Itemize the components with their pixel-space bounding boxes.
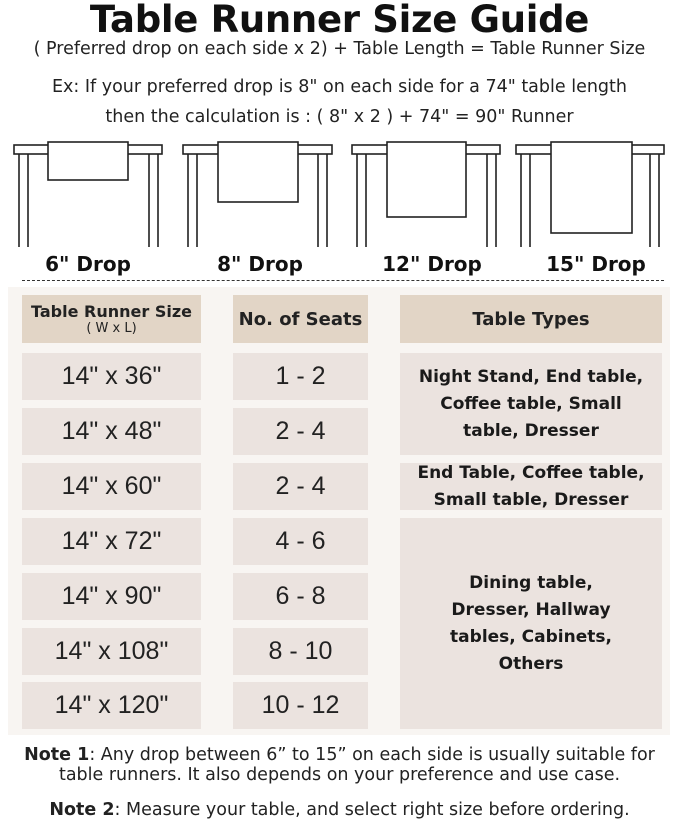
drop-label-8: 8" Drop <box>217 252 303 276</box>
note-2-label: Note 2 <box>49 800 115 820</box>
seats-cell: 2 - 4 <box>233 408 368 455</box>
seats-cell: 10 - 12 <box>233 682 368 729</box>
note-1-label: Note 1 <box>24 745 90 765</box>
seats-cell: 8 - 10 <box>233 628 368 675</box>
seats-cell: 6 - 8 <box>233 573 368 620</box>
table-illustration-8-drop <box>182 141 333 247</box>
drop-illustrations <box>13 141 665 247</box>
example-line-1: Ex: If your preferred drop is 8" on each… <box>51 77 627 97</box>
note-2: Note 2: Measure your table, and select r… <box>0 800 679 820</box>
table-types-group-2: End Table, Coffee table, Small table, Dr… <box>400 463 662 510</box>
header-size: Table Runner Size ( W x L) <box>22 295 201 343</box>
size-cell: 14" x 90" <box>22 573 201 620</box>
note-2-text: : Measure your table, and select right s… <box>114 800 630 820</box>
table-illustration-6-drop <box>13 141 163 247</box>
seats-cell: 1 - 2 <box>233 353 368 400</box>
size-cell: 14" x 108" <box>22 628 201 675</box>
seats-cell: 2 - 4 <box>233 463 368 510</box>
size-cell: 14" x 72" <box>22 518 201 565</box>
drop-label-6: 6" Drop <box>45 252 131 276</box>
header-size-sublabel: ( W x L) <box>86 321 137 336</box>
table-types-group-3: Dining table, Dresser, Hallway tables, C… <box>400 518 662 729</box>
size-cell: 14" x 48" <box>22 408 201 455</box>
header-size-label: Table Runner Size <box>31 302 192 321</box>
size-cell: 14" x 36" <box>22 353 201 400</box>
note-1-text: : Any drop between 6” to 15” on each sid… <box>58 745 655 785</box>
formula-text: ( Preferred drop on each side x 2) + Tab… <box>33 39 646 59</box>
table-types-group-1: Night Stand, End table, Coffee table, Sm… <box>400 353 662 455</box>
size-cell: 14" x 120" <box>22 682 201 729</box>
table-illustration-12-drop <box>351 141 501 247</box>
page-title: Table Runner Size Guide <box>89 0 590 41</box>
table-illustration-15-drop <box>515 141 665 247</box>
divider <box>22 280 664 281</box>
note-1: Note 1: Any drop between 6” to 15” on ea… <box>0 745 679 785</box>
header-types: Table Types <box>400 295 662 343</box>
size-cell: 14" x 60" <box>22 463 201 510</box>
header-seats: No. of Seats <box>233 295 368 343</box>
drop-label-12: 12" Drop <box>382 252 482 276</box>
example-line-2: then the calculation is : ( 8" x 2 ) + 7… <box>105 107 574 127</box>
seats-cell: 4 - 6 <box>233 518 368 565</box>
drop-label-15: 15" Drop <box>546 252 646 276</box>
